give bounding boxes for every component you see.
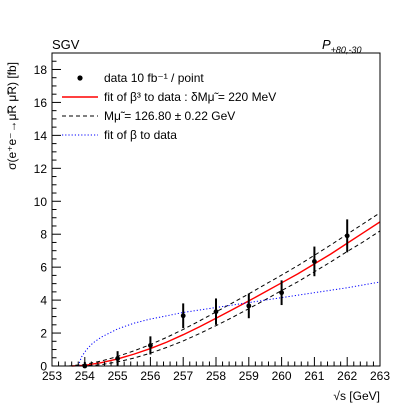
legend-label: Mμ̃ = 126.80 ± 0.22 GeV xyxy=(104,109,235,123)
x-tick-label: 253 xyxy=(42,369,62,383)
data-points xyxy=(82,219,350,369)
legend: data 10 fb⁻¹ / point fit of β³ to data : … xyxy=(62,71,276,142)
data-point xyxy=(180,313,186,319)
x-tick-label: 257 xyxy=(173,369,193,383)
x-tick-label: 260 xyxy=(272,369,292,383)
series-line xyxy=(68,212,381,367)
title-right-main: P xyxy=(322,37,331,52)
x-tick-label: 262 xyxy=(337,369,357,383)
y-tick-label: 4 xyxy=(40,294,47,308)
data-point xyxy=(344,233,350,239)
y-tick-label: 2 xyxy=(40,327,47,341)
data-point xyxy=(246,303,252,309)
y-tick-label: 18 xyxy=(34,63,48,77)
x-tick-label: 259 xyxy=(239,369,259,383)
x-tick-label: 255 xyxy=(108,369,128,383)
series-line xyxy=(71,221,381,367)
y-tick-label: 10 xyxy=(34,195,48,209)
fit-curves xyxy=(68,212,381,367)
legend-label: fit of β³ to data : δMμ̃ = 220 MeV xyxy=(104,90,276,104)
data-point xyxy=(312,258,317,264)
series-line xyxy=(81,230,381,367)
y-axis-label: σ(e⁺e⁻→μ̃R μ̃R) [fb] xyxy=(5,62,19,170)
y-tick-label: 12 xyxy=(34,162,48,176)
legend-label: fit of β to data xyxy=(104,128,177,142)
data-point xyxy=(213,309,219,315)
x-tick-label: 258 xyxy=(206,369,226,383)
data-point xyxy=(279,290,284,296)
chart-title-right: P+80,-30 xyxy=(322,37,361,55)
y-tick-label: 6 xyxy=(40,261,47,275)
x-tick-label: 254 xyxy=(75,369,95,383)
x-tick-label: 261 xyxy=(304,369,324,383)
title-right-sub: +80,-30 xyxy=(331,45,362,55)
series-line xyxy=(77,281,381,367)
y-tick-label: 16 xyxy=(34,96,48,110)
legend-label: data 10 fb⁻¹ / point xyxy=(104,71,204,85)
y-tick-label: 8 xyxy=(40,228,47,242)
y-axis-ticks: 0 2 4 6 8 10 12 14 16 18 xyxy=(34,60,61,374)
y-tick-label: 0 xyxy=(40,360,47,374)
x-axis-ticks: 253 254 255 256 257 258 259 260 261 262 263 xyxy=(42,357,390,383)
chart-title-left: SGV xyxy=(52,37,80,52)
x-axis-label: √s [GeV] xyxy=(333,389,380,403)
x-tick-label: 263 xyxy=(370,369,390,383)
y-tick-label: 14 xyxy=(34,129,48,143)
data-point xyxy=(148,343,153,348)
legend-marker xyxy=(77,75,83,81)
x-tick-label: 256 xyxy=(140,369,160,383)
